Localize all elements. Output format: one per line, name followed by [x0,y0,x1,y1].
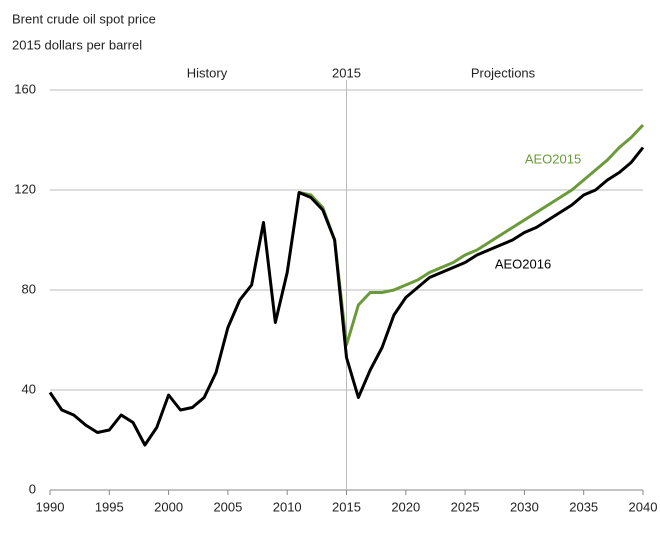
series-label: AEO2015 [525,151,581,166]
x-tick-label: 2035 [569,499,598,514]
x-tick-label: 2040 [629,499,658,514]
y-tick-label: 120 [14,181,36,196]
y-tick-label: 160 [14,81,36,96]
x-tick-label: 1995 [95,499,124,514]
series-line [48,146,645,447]
x-tick-label: 1990 [36,499,65,514]
series-line [298,123,645,347]
series-label: AEO2016 [495,256,551,271]
y-tick-label: 80 [22,281,36,296]
chart-title: Brent crude oil spot price [12,11,156,26]
history-label: History [187,65,228,80]
x-tick-label: 2025 [451,499,480,514]
x-tick-label: 2030 [510,499,539,514]
projections-label: Projections [471,65,536,80]
x-tick-label: 2015 [332,499,361,514]
chart-subtitle: 2015 dollars per barrel [12,37,142,52]
y-tick-label: 40 [22,381,36,396]
y-tick-label: 0 [29,481,36,496]
x-tick-label: 2005 [213,499,242,514]
divider-label: 2015 [332,65,361,80]
x-tick-label: 2000 [154,499,183,514]
x-tick-label: 2020 [391,499,420,514]
x-tick-label: 2010 [273,499,302,514]
